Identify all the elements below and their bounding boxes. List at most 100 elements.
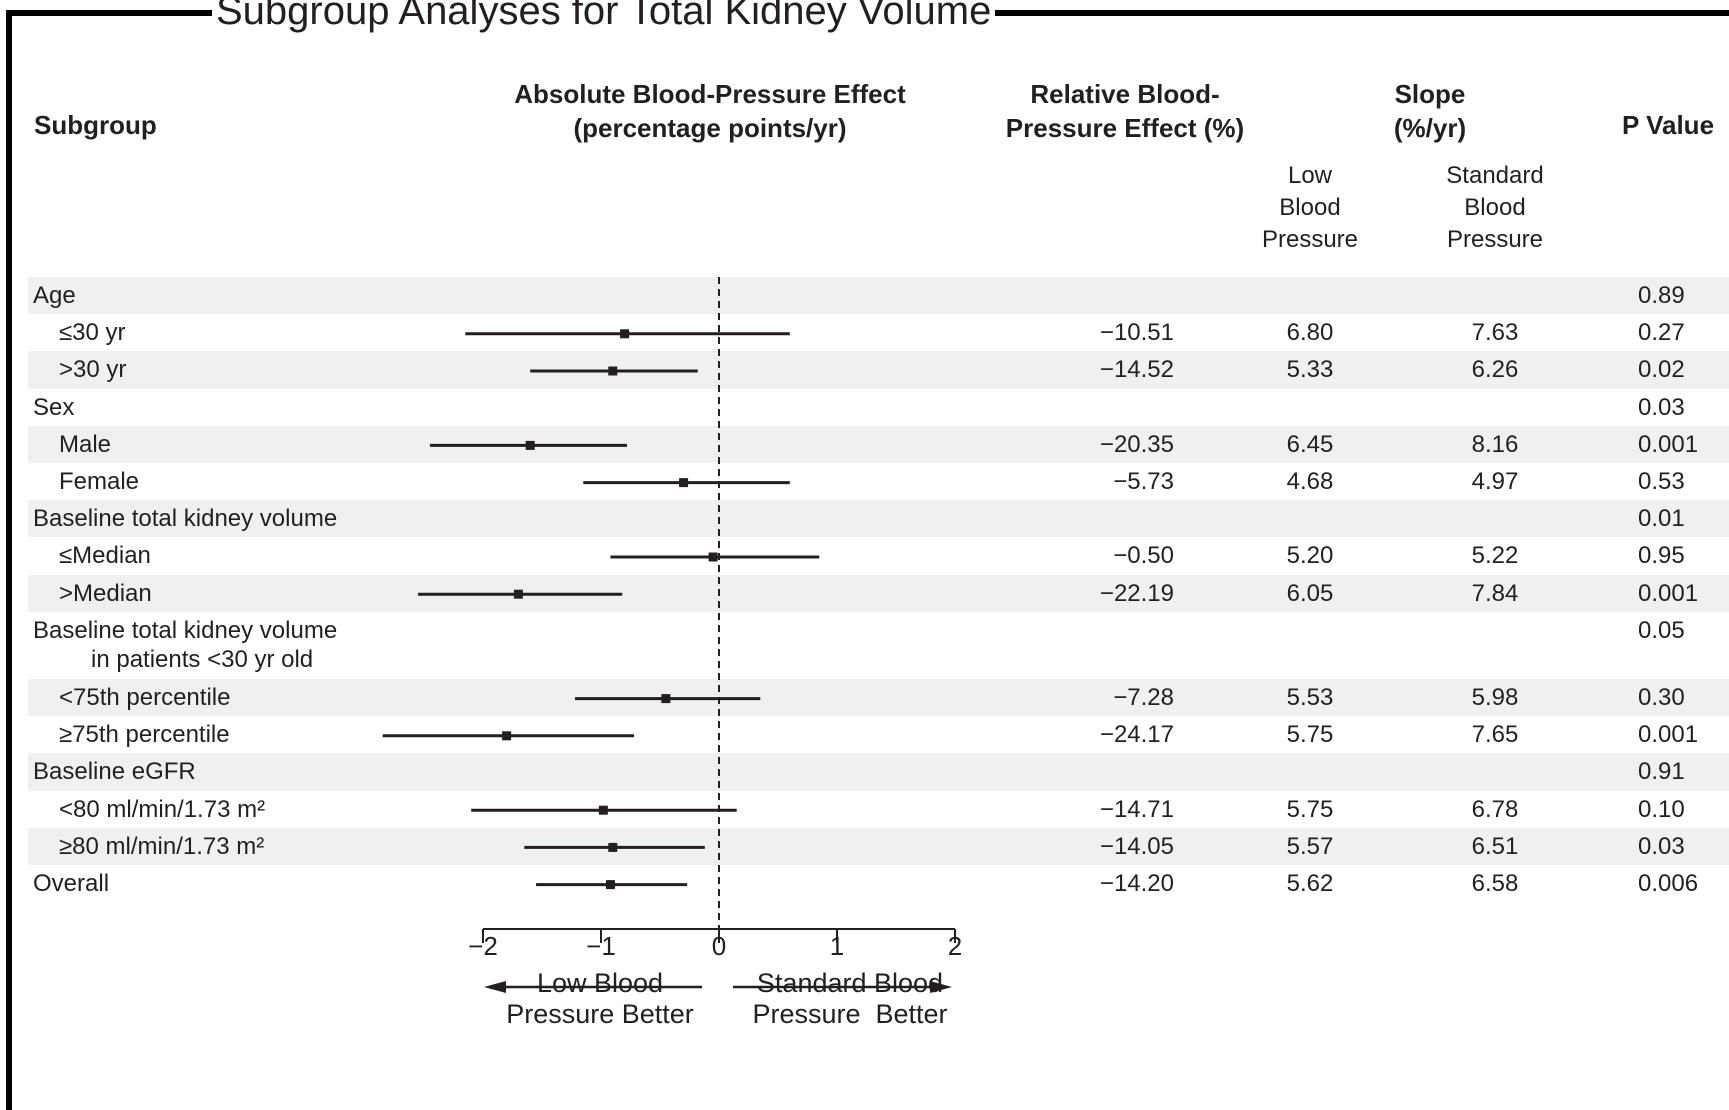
row-label: >30 yr (59, 356, 127, 384)
point-estimate (679, 478, 689, 488)
header-slope-standard-line2: Blood (1464, 194, 1526, 221)
p-value: 0.30 (1638, 684, 1685, 711)
row-label: Male (59, 430, 112, 458)
relative-effect-value: −14.52 (1099, 356, 1174, 384)
row-label: Overall (33, 870, 110, 897)
point-estimate (598, 805, 608, 815)
arrow-label-standard-better: Standard Blood Pressure Better (730, 968, 970, 1030)
header-relative-line1: Relative Blood- (1030, 79, 1220, 109)
row-label: ≥75th percentile (59, 721, 230, 749)
relative-effect-value: −24.17 (1099, 721, 1174, 749)
row-label: <75th percentile (59, 684, 231, 711)
slope-standard-value: 8.16 (1471, 430, 1519, 458)
p-value: 0.001 (1638, 721, 1699, 749)
slope-low-value: 6.45 (1286, 430, 1334, 458)
row-label: Female (59, 468, 140, 495)
header-absolute-line1: Absolute Blood-Pressure Effect (514, 79, 906, 109)
slope-low-value: 6.05 (1286, 579, 1334, 607)
point-estimate (502, 731, 512, 741)
figure-frame: Subgroup Analyses for Total Kidney Volum… (6, 0, 1729, 1110)
slope-standard-value: 6.26 (1471, 356, 1519, 384)
point-estimate (525, 440, 535, 450)
p-value: 0.03 (1638, 832, 1685, 860)
forest-plot: −2 −1 0 1 2 (382, 277, 962, 993)
slope-low-value: 5.57 (1286, 832, 1334, 860)
slope-standard-value: 7.63 (1471, 319, 1519, 347)
relative-effect-value: −20.35 (1099, 430, 1174, 458)
point-estimate (661, 694, 671, 704)
relative-effect-value: −14.20 (1099, 870, 1174, 897)
row-label: Sex (33, 393, 75, 421)
point-estimate (513, 589, 523, 599)
row-shading (28, 277, 1729, 315)
header-slope-low-line3: Pressure (1261, 226, 1359, 253)
arrow-label-standard-line2: Pressure Better (752, 999, 948, 1029)
arrow-left-head (484, 981, 506, 993)
relative-effect-value: −0.50 (1113, 542, 1174, 570)
header-relative-effect: Relative Blood- Pressure Effect (%) (975, 77, 1275, 145)
p-value: 0.02 (1638, 356, 1685, 384)
header-subgroup: Subgroup (34, 110, 157, 140)
point-estimate (708, 552, 718, 562)
figure-title: Subgroup Analyses for Total Kidney Volum… (212, 0, 996, 34)
x-tick-label: −2 (468, 931, 498, 961)
x-tick-label: 2 (948, 931, 962, 961)
row-label: ≥80 ml/min/1.73 m² (59, 832, 265, 860)
row-label: Baseline eGFR (33, 758, 196, 786)
arrow-label-low-line2: Pressure Better (506, 999, 694, 1029)
x-tick-label: −1 (586, 931, 616, 961)
p-value: 0.95 (1638, 542, 1685, 570)
row-shading (28, 753, 1729, 791)
p-value: 0.01 (1638, 505, 1685, 533)
header-relative-line2: Pressure Effect (%) (1005, 113, 1245, 143)
slope-standard-value: 7.84 (1471, 579, 1519, 607)
header-absolute-effect: Absolute Blood-Pressure Effect (percenta… (440, 77, 980, 145)
row-shading (28, 574, 1729, 612)
header-slope-low: Low Blood Pressure (1260, 160, 1360, 256)
relative-effect-value: −14.05 (1099, 832, 1174, 860)
point-estimate (605, 880, 615, 890)
header-slope-line1: Slope (1394, 79, 1466, 109)
slope-low-value: 5.20 (1286, 542, 1334, 570)
header-slope-low-line2: Blood (1279, 194, 1341, 221)
row-shading (28, 679, 1729, 717)
header-slope-standard-line3: Pressure (1446, 226, 1544, 253)
p-value: 0.001 (1638, 430, 1699, 458)
arrow-right-head (930, 981, 952, 993)
x-tick-label: 0 (712, 931, 726, 961)
row-label: <80 ml/min/1.73 m² (59, 795, 266, 823)
header-slope: Slope (%/yr) (1330, 77, 1530, 145)
p-value: 0.10 (1638, 795, 1685, 823)
row-label-line2: in patients <30 yr old (91, 645, 314, 673)
relative-effect-value: −5.73 (1113, 468, 1174, 495)
row-shading (28, 425, 1729, 463)
relative-effect-value: −14.71 (1099, 795, 1174, 823)
row-shading (28, 827, 1729, 865)
slope-standard-value: 5.22 (1471, 542, 1519, 570)
slope-low-value: 5.53 (1286, 684, 1334, 711)
slope-standard-value: 6.78 (1471, 795, 1519, 823)
p-value: 0.05 (1638, 616, 1685, 644)
arrow-label-low-better: Low Blood Pressure Better (480, 968, 720, 1030)
row-label: Age (33, 282, 76, 309)
header-slope-line2: (%/yr) (1393, 113, 1467, 143)
p-value: 0.27 (1638, 319, 1685, 347)
header-absolute-line2: (percentage points/yr) (573, 113, 847, 143)
relative-effect-value: −7.28 (1113, 684, 1174, 711)
slope-standard-value: 6.51 (1471, 832, 1519, 860)
row-label: ≤30 yr (59, 319, 126, 347)
p-value: 0.03 (1638, 393, 1685, 421)
p-value: 0.001 (1638, 579, 1699, 607)
arrow-label-standard-line1: Standard Blood (756, 968, 944, 998)
slope-low-value: 5.33 (1286, 356, 1334, 384)
header-slope-standard: Standard Blood Pressure (1430, 160, 1560, 256)
slope-standard-value: 7.65 (1471, 721, 1519, 749)
row-label: ≤Median (59, 542, 151, 570)
slope-low-value: 6.80 (1286, 319, 1334, 347)
slope-standard-value: 6.58 (1471, 870, 1519, 897)
row-label: >Median (59, 579, 152, 607)
header-pvalue: P Value (1622, 110, 1715, 140)
point-estimate (608, 842, 618, 852)
point-estimate (620, 329, 630, 339)
slope-standard-value: 4.97 (1471, 468, 1519, 495)
